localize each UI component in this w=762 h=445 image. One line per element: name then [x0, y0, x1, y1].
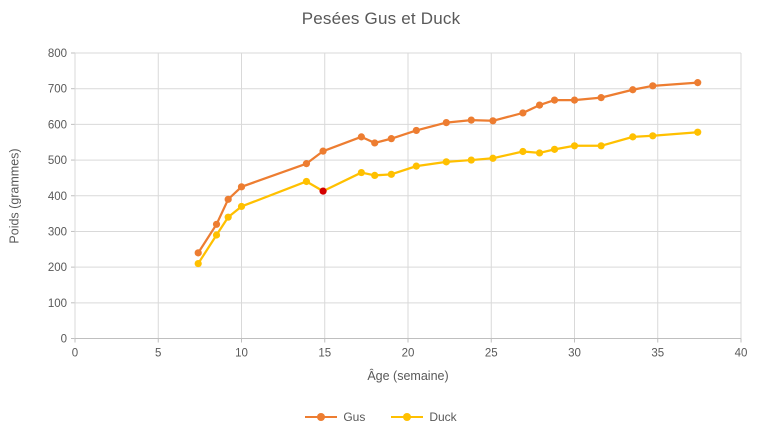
- data-point-duck: [694, 128, 702, 136]
- x-axis-title: Âge (semaine): [367, 369, 449, 383]
- y-tick-label: 400: [48, 191, 67, 203]
- data-point-gus: [597, 94, 605, 102]
- data-point-gus: [357, 133, 365, 141]
- data-point-gus: [535, 101, 544, 109]
- data-point-duck: [489, 154, 497, 162]
- series-line-gus: [197, 81, 699, 254]
- x-tick-label: 5: [155, 348, 161, 360]
- data-point-duck: [357, 168, 365, 177]
- y-tick-label: 600: [48, 119, 67, 131]
- legend: Gus Duck: [0, 410, 762, 424]
- data-point-duck: [570, 142, 579, 150]
- legend-marker-duck: [391, 413, 424, 421]
- data-point-gus: [194, 249, 202, 257]
- legend-label-duck: Duck: [429, 410, 457, 424]
- data-point-duck: [319, 187, 327, 195]
- data-point-gus: [694, 79, 702, 87]
- legend-item-gus: Gus: [305, 410, 365, 424]
- data-point-duck: [412, 162, 420, 170]
- x-tick-label: 15: [318, 348, 331, 360]
- data-point-duck: [597, 142, 605, 150]
- data-point-duck: [442, 158, 450, 166]
- x-tick-label: 20: [402, 348, 415, 360]
- x-tick-label: 0: [72, 348, 78, 360]
- data-point-gus: [489, 117, 497, 125]
- data-point-gus: [302, 160, 311, 168]
- data-point-duck: [212, 231, 221, 239]
- data-point-duck: [535, 149, 544, 157]
- data-point-duck: [467, 156, 475, 164]
- x-tick-label: 30: [568, 348, 581, 360]
- y-tick-label: 800: [48, 48, 67, 60]
- legend-marker-gus: [305, 413, 338, 421]
- data-point-duck: [224, 213, 232, 221]
- data-point-gus: [237, 183, 246, 191]
- x-tick-label: 40: [735, 348, 748, 360]
- x-tick-label: 10: [235, 348, 248, 360]
- data-point-gus: [467, 116, 475, 124]
- data-point-gus: [550, 96, 559, 104]
- legend-dot: [403, 413, 412, 421]
- data-point-gus: [224, 195, 232, 203]
- data-point-gus: [371, 139, 379, 147]
- data-point-gus: [570, 96, 579, 104]
- y-tick-label: 500: [48, 155, 67, 167]
- data-point-gus: [387, 135, 395, 143]
- y-tick-label: 300: [48, 226, 67, 238]
- legend-item-duck: Duck: [391, 410, 457, 424]
- y-tick-label: 100: [48, 298, 67, 310]
- x-tick-label: 25: [485, 348, 498, 360]
- x-tick-label: 35: [651, 348, 664, 360]
- data-point-duck: [649, 132, 657, 140]
- data-point-duck: [550, 145, 559, 153]
- data-point-duck: [387, 170, 395, 178]
- data-point-gus: [412, 126, 420, 135]
- data-point-gus: [649, 82, 657, 90]
- data-point-gus: [519, 109, 527, 117]
- legend-label-gus: Gus: [343, 410, 366, 424]
- data-point-duck: [237, 202, 246, 211]
- series-line-duck: [197, 131, 699, 265]
- data-point-duck: [519, 147, 527, 156]
- data-point-gus: [442, 118, 450, 127]
- chart-title: Pesées Gus et Duck: [301, 9, 461, 28]
- y-tick-label: 0: [61, 334, 67, 346]
- y-tick-label: 200: [48, 262, 67, 274]
- legend-dot: [317, 413, 326, 421]
- data-point-duck: [371, 171, 379, 180]
- data-point-gus: [212, 220, 221, 228]
- y-tick-label: 700: [48, 84, 67, 96]
- data-point-duck: [194, 259, 202, 268]
- data-point-duck: [629, 133, 637, 141]
- data-point-gus: [629, 86, 637, 94]
- data-point-duck: [302, 177, 311, 186]
- data-point-gus: [319, 147, 327, 155]
